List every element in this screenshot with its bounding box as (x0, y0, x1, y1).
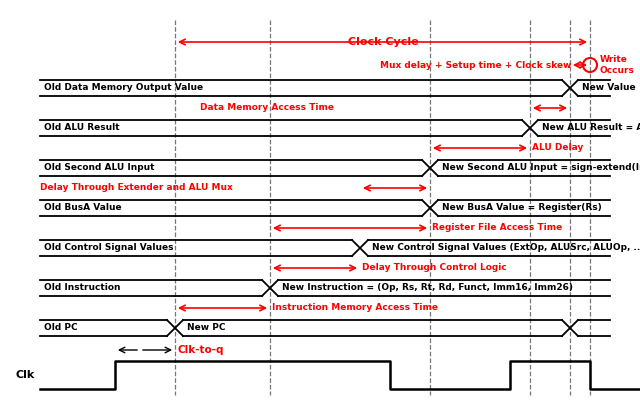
Text: Old Data Memory Output Value: Old Data Memory Output Value (44, 84, 203, 92)
Text: New Control Signal Values (ExtOp, ALUSrc, ALUOp, ...): New Control Signal Values (ExtOp, ALUSrc… (372, 244, 640, 252)
Text: Mux delay + Setup time + Clock skew: Mux delay + Setup time + Clock skew (380, 60, 572, 70)
Text: Old PC: Old PC (44, 324, 77, 332)
Text: Old BusA Value: Old BusA Value (44, 204, 122, 212)
Text: Data Memory Access Time: Data Memory Access Time (200, 104, 334, 112)
Text: Clock Cycle: Clock Cycle (348, 37, 419, 47)
Text: Old ALU Result: Old ALU Result (44, 124, 120, 132)
Text: New Instruction = (Op, Rs, Rt, Rd, Funct, Imm16, Imm26): New Instruction = (Op, Rs, Rt, Rd, Funct… (282, 284, 573, 292)
Text: Old Instruction: Old Instruction (44, 284, 120, 292)
Text: Clk-to-q: Clk-to-q (178, 345, 225, 355)
Text: Write
Occurs: Write Occurs (600, 55, 635, 75)
Text: New ALU Result = Address: New ALU Result = Address (542, 124, 640, 132)
Text: Old Control Signal Values: Old Control Signal Values (44, 244, 173, 252)
Text: Delay Through Extender and ALU Mux: Delay Through Extender and ALU Mux (40, 184, 233, 192)
Text: Instruction Memory Access Time: Instruction Memory Access Time (272, 304, 438, 312)
Text: Delay Through Control Logic: Delay Through Control Logic (362, 264, 507, 272)
Text: New PC: New PC (187, 324, 225, 332)
Text: New Second ALU Input = sign-extend(Imm16): New Second ALU Input = sign-extend(Imm16… (442, 164, 640, 172)
Text: Clk: Clk (16, 370, 35, 380)
Text: ALU Delay: ALU Delay (532, 144, 584, 152)
Text: New BusA Value = Register(Rs): New BusA Value = Register(Rs) (442, 204, 602, 212)
Text: Old Second ALU Input: Old Second ALU Input (44, 164, 154, 172)
Text: Register File Access Time: Register File Access Time (432, 224, 563, 232)
Text: New Value: New Value (582, 84, 636, 92)
